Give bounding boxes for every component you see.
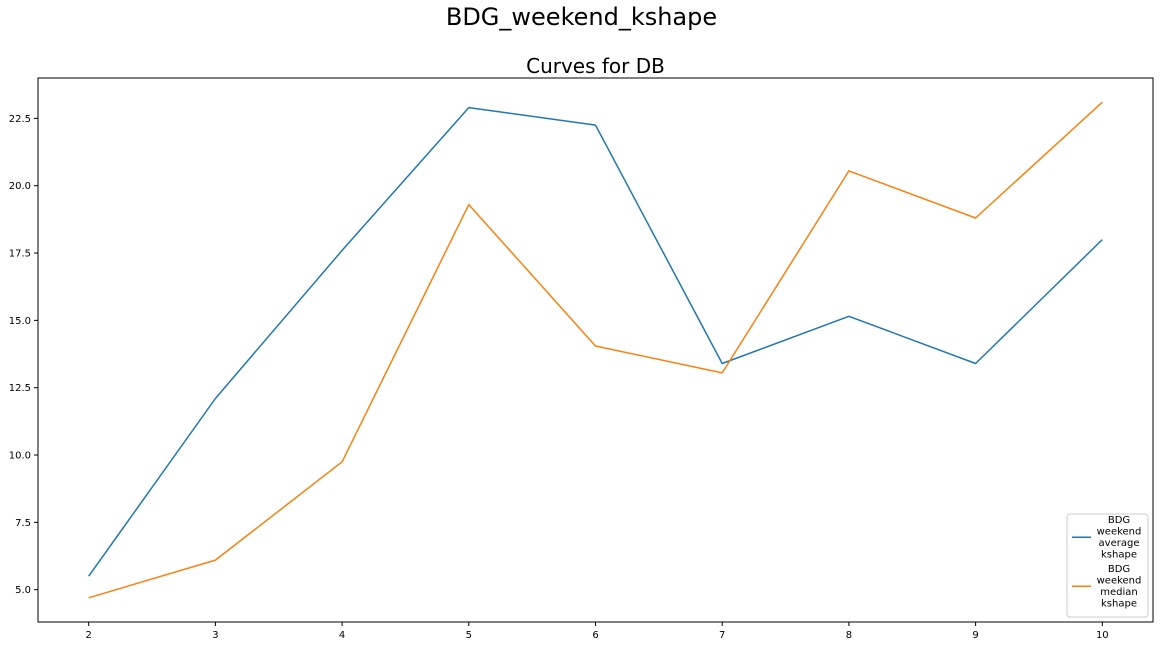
legend-box bbox=[1066, 513, 1149, 618]
legend-label-2: BDG weekend median kshape bbox=[1097, 564, 1142, 610]
y-tick-label: 10.0 bbox=[9, 451, 31, 462]
y-tick-label: 22.5 bbox=[9, 114, 31, 125]
y-tick-label: 7.5 bbox=[15, 518, 31, 529]
axis-ticks: 2 3 4 5 6 7 8 9 10 5.0 7.5 10.0 12.5 15.0 17.5 20.0 22.5 bbox=[9, 114, 1109, 641]
x-tick-label: 10 bbox=[1096, 630, 1109, 641]
y-tick-label: 17.5 bbox=[9, 249, 31, 260]
y-tick-label: 5.0 bbox=[15, 585, 31, 596]
x-tick-label: 4 bbox=[339, 630, 345, 641]
series-line-1 bbox=[88, 106, 1103, 577]
legend-label-1: BDG weekend average kshape bbox=[1097, 515, 1142, 561]
series-line-2 bbox=[88, 101, 1103, 599]
chart-title: Curves for DB bbox=[526, 54, 665, 78]
x-tick-label: 3 bbox=[212, 630, 218, 641]
y-tick-label: 15.0 bbox=[9, 316, 31, 327]
x-tick-label: 8 bbox=[846, 630, 852, 641]
x-tick-label: 9 bbox=[972, 630, 978, 641]
x-tick-label: 7 bbox=[719, 630, 725, 641]
figure-suptitle: BDG_weekend_kshape bbox=[445, 3, 718, 31]
x-tick-label: 2 bbox=[85, 630, 91, 641]
y-tick-label: 12.5 bbox=[9, 383, 31, 394]
x-tick-label: 5 bbox=[466, 630, 472, 641]
series-lines bbox=[88, 101, 1103, 599]
plot-frame bbox=[37, 77, 1154, 623]
x-tick-label: 6 bbox=[592, 630, 598, 641]
y-tick-label: 20.0 bbox=[9, 181, 31, 192]
